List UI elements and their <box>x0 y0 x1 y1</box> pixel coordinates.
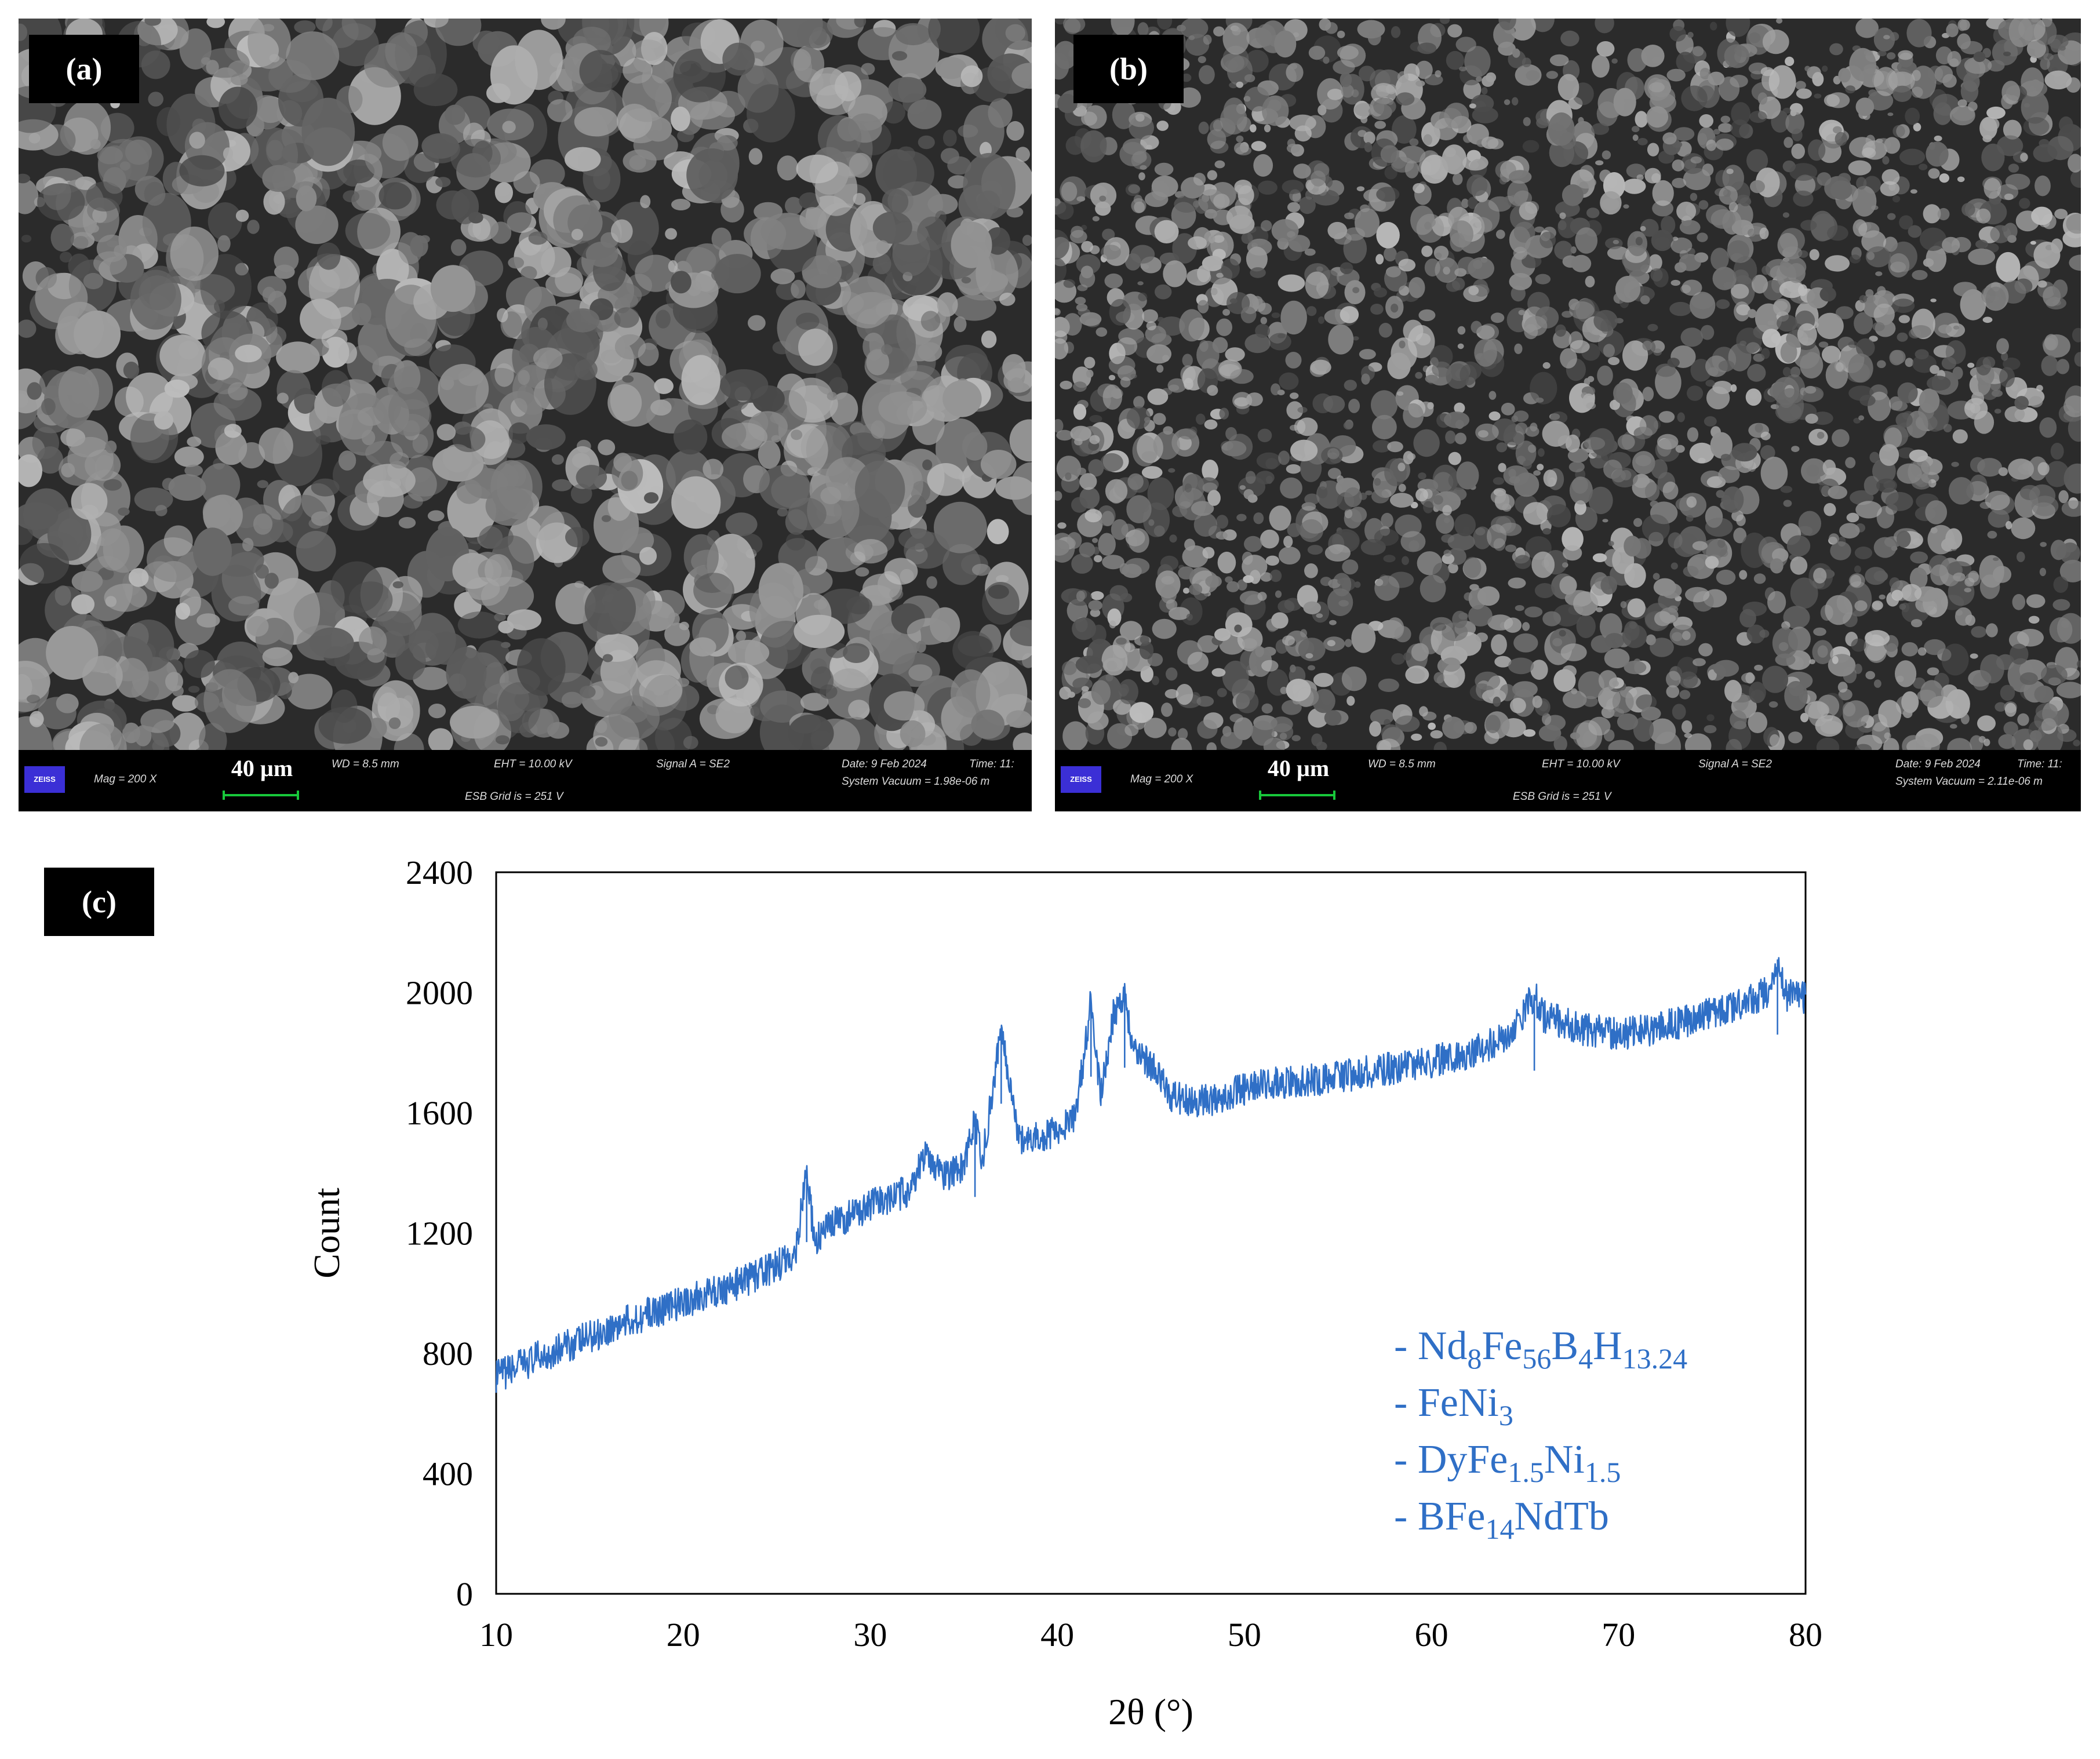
sem-panel-a: (a) ZEISS Mag = 200 X 40 µm WD = 8.5 mm … <box>19 19 1032 811</box>
databar-signal: Signal A = SE2 <box>1698 758 1772 770</box>
databar-vacuum: System Vacuum = 1.98e-06 m <box>842 775 990 788</box>
databar-signal: Signal A = SE2 <box>656 758 730 770</box>
y-tick-label: 1200 <box>406 1215 473 1252</box>
legend-item: - FeNi3 <box>1394 1381 1513 1432</box>
phase-legend: - Nd8Fe56B4H13.24 - FeNi3- DyFe1.5Ni1.5 - … <box>1394 1324 1687 1545</box>
sem-image-a <box>19 19 1032 750</box>
databar-wd: WD = 8.5 mm <box>1368 758 1436 770</box>
legend-item: - BFe14NdTb <box>1394 1494 1609 1545</box>
databar-vacuum: System Vacuum = 2.11e-06 m <box>1895 775 2043 788</box>
scale-bar-label: 40 µm <box>1267 755 1330 781</box>
sem-panel-b: (b) ZEISS Mag = 200 X 40 µm WD = 8.5 mm … <box>1055 19 2081 811</box>
y-axis-title: Count <box>306 1188 347 1279</box>
y-tick-label: 2000 <box>406 974 473 1012</box>
x-tick-label: 80 <box>1789 1616 1822 1654</box>
legend-item: - Nd8Fe56B4H13.24 <box>1394 1324 1687 1375</box>
databar-eht: EHT = 10.00 kV <box>1542 758 1620 770</box>
y-tick-label: 0 <box>456 1575 473 1613</box>
sem-databar-b: ZEISS Mag = 200 X 40 µm WD = 8.5 mm EHT … <box>1055 750 2081 811</box>
x-axis-ticks: 10 20 30 40 50 60 70 80 <box>479 1616 1822 1654</box>
y-axis-ticks: 0 400 800 1200 1600 2000 2400 <box>406 854 473 1613</box>
x-tick-label: 50 <box>1228 1616 1261 1654</box>
databar-mag: Mag = 200 X <box>94 773 157 785</box>
x-tick-label: 10 <box>479 1616 513 1654</box>
sem-micrograph-a <box>19 19 1032 750</box>
x-tick-label: 70 <box>1602 1616 1635 1654</box>
panel-label-c: (c) <box>44 868 154 936</box>
x-tick-label: 30 <box>853 1616 887 1654</box>
x-tick-label: 40 <box>1040 1616 1074 1654</box>
panel-label-b: (b) <box>1073 35 1184 103</box>
x-tick-label: 20 <box>667 1616 700 1654</box>
xrd-pattern-line <box>495 957 1807 1393</box>
panel-label-a: (a) <box>29 35 139 103</box>
databar-time: Time: 11: <box>2017 758 2062 770</box>
scale-bar <box>223 791 299 800</box>
legend-item: - DyFe1.5Ni1.5 <box>1394 1437 1621 1488</box>
y-tick-label: 400 <box>423 1455 473 1493</box>
databar-esb: ESB Grid is = 251 V <box>465 791 563 803</box>
scale-bar <box>1259 791 1335 800</box>
y-tick-label: 2400 <box>406 854 473 891</box>
scale-bar-label: 40 µm <box>231 755 293 781</box>
plot-frame <box>495 871 1807 1595</box>
zeiss-logo-icon: ZEISS <box>24 766 65 793</box>
sem-micrograph-b <box>1055 19 2081 750</box>
databar-date: Date: 9 Feb 2024 <box>842 758 927 770</box>
databar-date: Date: 9 Feb 2024 <box>1895 758 1981 770</box>
databar-esb: ESB Grid is = 251 V <box>1513 791 1611 803</box>
databar-eht: EHT = 10.00 kV <box>494 758 572 770</box>
databar-wd: WD = 8.5 mm <box>332 758 399 770</box>
xrd-chart: 0 400 800 1200 1600 2000 2400 10 20 30 40 50 60 70 80… <box>306 854 1822 1732</box>
databar-mag: Mag = 200 X <box>1130 773 1193 785</box>
y-tick-label: 1600 <box>406 1094 473 1132</box>
sem-image-b <box>1055 19 2081 750</box>
y-tick-label: 800 <box>423 1335 473 1372</box>
databar-time: Time: 11: <box>969 758 1014 770</box>
zeiss-logo-icon: ZEISS <box>1061 766 1101 793</box>
x-tick-label: 60 <box>1415 1616 1448 1654</box>
x-axis-title: 2θ (°) <box>1108 1691 1193 1732</box>
sem-databar-a: ZEISS Mag = 200 X 40 µm WD = 8.5 mm EHT … <box>19 750 1032 811</box>
